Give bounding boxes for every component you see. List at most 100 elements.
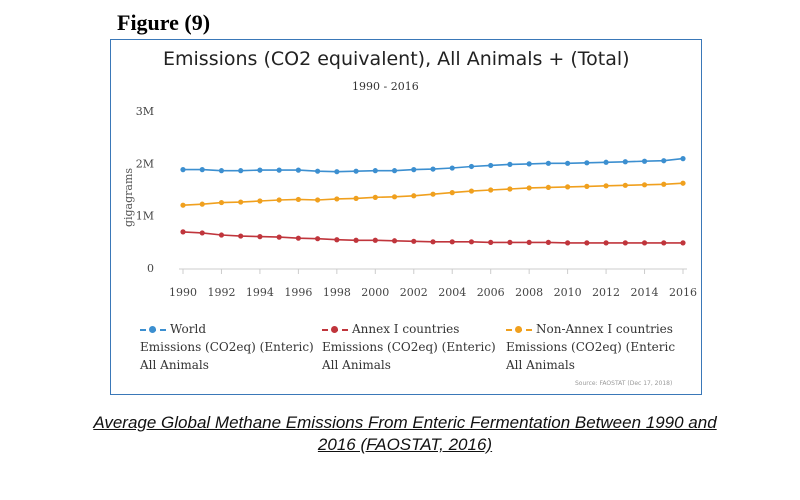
x-tick-label: 2006 <box>477 286 505 299</box>
chart-subtitle: 1990 - 2016 <box>352 80 419 93</box>
chart-frame <box>110 39 702 395</box>
data-point-1 <box>334 237 340 243</box>
legend-world-line2: Emissions (CO2eq) (Enteric) <box>140 340 314 354</box>
x-tick-label: 2012 <box>592 286 620 299</box>
x-tick-label: 1992 <box>207 286 235 299</box>
legend-marker-annex <box>322 325 348 335</box>
data-point-0 <box>218 168 225 174</box>
data-point-1 <box>276 234 282 240</box>
data-point-0 <box>180 167 186 173</box>
legend-nonannex-line3: All Animals <box>506 358 575 372</box>
legend-item-nonannex[interactable]: Non-Annex I countries Emissions (CO2eq) … <box>506 320 675 374</box>
data-point-0 <box>411 167 417 173</box>
data-point-0 <box>295 167 301 173</box>
x-tick-label: 1996 <box>284 286 312 299</box>
data-point-1 <box>565 240 571 246</box>
data-point-2 <box>661 181 667 187</box>
x-tick-label: 2016 <box>669 286 697 299</box>
data-point-2 <box>295 196 301 203</box>
data-point-2 <box>257 198 263 204</box>
legend-marker-nonannex <box>506 325 532 335</box>
data-point-0 <box>488 162 494 169</box>
y-tick-label: 1M <box>136 210 154 223</box>
y-tick-label: 3M <box>136 105 154 118</box>
chart-source: Source: FAOSTAT (Dec 17, 2018) <box>575 380 673 387</box>
data-point-0 <box>372 168 378 174</box>
legend-world-line1: World <box>170 322 206 336</box>
data-point-1 <box>545 239 551 245</box>
data-point-2 <box>238 199 244 205</box>
data-point-2 <box>334 196 340 202</box>
data-point-1 <box>430 239 436 245</box>
data-point-0 <box>334 169 340 175</box>
x-tick-label: 2014 <box>631 286 659 299</box>
data-point-0 <box>391 168 398 174</box>
data-point-2 <box>315 197 321 203</box>
data-point-0 <box>257 167 263 173</box>
data-point-2 <box>488 187 494 193</box>
data-point-2 <box>430 191 436 197</box>
data-point-0 <box>622 159 628 165</box>
legend-annex-line3: All Animals <box>322 358 391 372</box>
legend-world-line3: All Animals <box>140 358 209 372</box>
y-tick-label: 0 <box>147 262 154 275</box>
data-point-0 <box>430 166 436 172</box>
data-point-0 <box>641 158 648 164</box>
data-point-1 <box>526 239 532 245</box>
data-point-0 <box>238 168 244 174</box>
x-tick-label: 2010 <box>554 286 582 299</box>
chart-title: Emissions (CO2 equivalent), All Animals … <box>163 48 630 70</box>
data-point-1 <box>507 239 513 245</box>
data-point-2 <box>545 184 551 191</box>
data-point-2 <box>391 194 398 200</box>
data-point-1 <box>584 240 590 246</box>
data-point-1 <box>603 240 609 246</box>
data-point-0 <box>603 159 609 165</box>
data-point-2 <box>276 197 282 203</box>
data-point-1 <box>372 237 378 243</box>
legend-marker-world <box>140 325 166 335</box>
data-point-0 <box>661 158 667 164</box>
data-point-1 <box>449 239 455 245</box>
data-point-0 <box>199 167 205 173</box>
data-point-1 <box>411 238 417 244</box>
data-point-2 <box>372 194 378 200</box>
data-point-0 <box>315 168 321 174</box>
data-point-0 <box>565 160 571 166</box>
legend-item-world[interactable]: World Emissions (CO2eq) (Enteric) All An… <box>140 320 314 374</box>
data-point-2 <box>603 183 609 189</box>
data-point-2 <box>199 201 205 207</box>
x-tick-label: 2008 <box>515 286 543 299</box>
data-point-2 <box>680 180 686 186</box>
data-point-2 <box>353 195 359 201</box>
data-point-1 <box>353 237 359 243</box>
data-point-1 <box>238 233 244 239</box>
legend-nonannex-line2: Emissions (CO2eq) (Enteric <box>506 340 676 354</box>
data-point-1 <box>218 232 225 238</box>
legend-annex-line2: Emissions (CO2eq) (Enteric) <box>322 340 496 354</box>
data-point-0 <box>545 160 551 166</box>
data-point-2 <box>526 185 532 191</box>
data-point-0 <box>353 168 359 174</box>
figure-caption: Average Global Methane Emissions From En… <box>93 413 717 454</box>
figure-number: (9) <box>184 10 211 35</box>
data-point-0 <box>680 156 686 162</box>
data-point-1 <box>488 239 494 245</box>
x-tick-label: 1998 <box>323 286 351 299</box>
data-point-0 <box>526 161 532 167</box>
data-point-0 <box>276 167 282 173</box>
data-point-1 <box>199 230 205 236</box>
data-point-2 <box>565 184 571 190</box>
legend-nonannex-line1: Non-Annex I countries <box>536 322 673 336</box>
data-point-0 <box>449 165 455 171</box>
data-point-2 <box>411 193 417 199</box>
legend-item-annex[interactable]: Annex I countries Emissions (CO2eq) (Ent… <box>322 320 496 374</box>
y-axis-label: gigagrams <box>122 168 135 227</box>
legend-annex-line1: Annex I countries <box>352 322 460 336</box>
data-point-1 <box>180 229 186 235</box>
x-tick-label: 1994 <box>246 286 274 299</box>
data-point-1 <box>257 234 263 240</box>
data-point-1 <box>680 240 686 246</box>
data-point-1 <box>295 235 301 241</box>
data-point-2 <box>641 182 648 188</box>
